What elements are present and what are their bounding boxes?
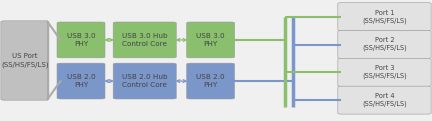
Text: Port 4
(SS/HS/FS/LS): Port 4 (SS/HS/FS/LS) [362, 93, 407, 107]
FancyBboxPatch shape [338, 30, 431, 58]
Text: Port 2
(SS/HS/FS/LS): Port 2 (SS/HS/FS/LS) [362, 38, 407, 51]
FancyBboxPatch shape [57, 63, 105, 99]
FancyBboxPatch shape [338, 86, 431, 114]
FancyBboxPatch shape [338, 3, 431, 31]
Text: Port 1
(SS/HS/FS/LS): Port 1 (SS/HS/FS/LS) [362, 10, 407, 24]
Text: USB 2.0
PHY: USB 2.0 PHY [196, 74, 225, 88]
FancyBboxPatch shape [113, 63, 176, 99]
FancyBboxPatch shape [187, 22, 235, 58]
Text: USB 3.0 Hub
Control Core: USB 3.0 Hub Control Core [122, 33, 168, 47]
FancyBboxPatch shape [1, 21, 49, 100]
Text: USB 3.0
PHY: USB 3.0 PHY [67, 33, 95, 47]
Text: USB 2.0 Hub
Control Core: USB 2.0 Hub Control Core [122, 74, 168, 88]
FancyBboxPatch shape [113, 22, 176, 58]
Text: USB 3.0
PHY: USB 3.0 PHY [196, 33, 225, 47]
FancyBboxPatch shape [187, 63, 235, 99]
Text: US Port
(SS/HS/FS/LS): US Port (SS/HS/FS/LS) [1, 53, 48, 68]
FancyBboxPatch shape [57, 22, 105, 58]
Text: Port 3
(SS/HS/FS/LS): Port 3 (SS/HS/FS/LS) [362, 65, 407, 79]
Text: USB 2.0
PHY: USB 2.0 PHY [67, 74, 95, 88]
FancyBboxPatch shape [338, 58, 431, 86]
